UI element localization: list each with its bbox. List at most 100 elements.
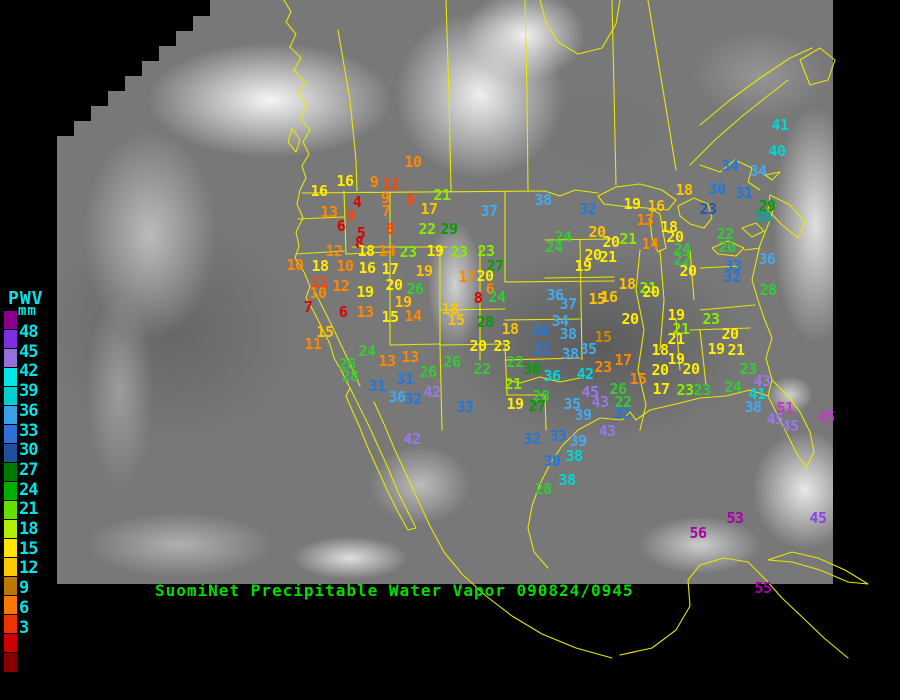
station-value: 39 — [574, 406, 592, 425]
station-value: 32 — [523, 430, 541, 449]
station-value: 21 — [639, 279, 657, 298]
station-value: 24 — [673, 240, 691, 259]
legend-value: 18 — [19, 519, 39, 539]
station-value: 5 — [356, 224, 366, 243]
station-value: 34 — [721, 157, 739, 176]
station-value: 24 — [724, 378, 742, 397]
station-value: 32 — [723, 268, 741, 287]
station-value: 10 — [286, 256, 304, 275]
station-value: 24 — [545, 238, 563, 257]
station-value: 7 — [381, 202, 391, 221]
station-value: 42 — [423, 383, 441, 402]
station-value: 28 — [476, 313, 494, 332]
station-value: 21 — [599, 248, 617, 267]
station-value: 24 — [488, 288, 506, 307]
station-value: 19 — [415, 262, 433, 281]
station-value: 45 — [817, 408, 835, 427]
station-value: 36 — [546, 286, 564, 305]
station-value: 9 — [380, 189, 390, 208]
station-value: 22 — [673, 251, 691, 270]
legend-value: 12 — [19, 558, 39, 579]
station-value: 21 — [504, 375, 522, 394]
legend-value: 24 — [19, 479, 39, 500]
station-value: 16 — [358, 259, 376, 278]
station-value: 11 — [304, 335, 322, 354]
station-value: 19 — [426, 242, 444, 261]
station-value: 15 — [629, 370, 647, 389]
station-value: 7 — [303, 298, 313, 317]
station-value: 29 — [758, 197, 776, 216]
station-value: 22 — [614, 393, 632, 412]
station-value: 33 — [456, 398, 474, 417]
station-value: 17 — [381, 260, 399, 279]
station-value: 12 — [325, 242, 343, 261]
station-value: 32 — [533, 340, 551, 359]
station-value: 18 — [618, 275, 636, 294]
station-value: 31 — [368, 377, 386, 396]
station-value: 30 — [543, 452, 561, 471]
legend-value: 36 — [19, 400, 39, 421]
station-value: 35 — [563, 395, 581, 414]
station-value: 23 — [693, 381, 711, 400]
station-value: 36 — [758, 250, 776, 269]
station-value: 15 — [594, 328, 612, 347]
station-value: 33 — [549, 427, 567, 446]
station-value: 6 — [336, 217, 346, 236]
station-value: 10 — [309, 284, 327, 303]
station-value: 23 — [594, 358, 612, 377]
station-value: 45 — [766, 410, 784, 429]
station-value: 53 — [726, 509, 744, 528]
station-value: 38 — [558, 471, 576, 490]
station-value: 30 — [531, 322, 549, 341]
legend-swatch — [3, 424, 18, 445]
legend-swatch — [3, 500, 18, 521]
station-value: 28 — [341, 367, 359, 386]
station-value: 34 — [749, 162, 767, 181]
station-value: 26 — [406, 280, 424, 299]
station-value: 16 — [600, 288, 618, 307]
station-value: 18 — [441, 300, 459, 319]
station-value: 11 — [382, 175, 400, 194]
station-value: 17 — [420, 200, 438, 219]
station-value: 26 — [609, 380, 627, 399]
legend-swatch — [3, 576, 18, 597]
station-value: 30 — [523, 360, 541, 379]
legend-value: 39 — [19, 381, 39, 402]
station-value: 20 — [721, 325, 739, 344]
station-value: 12 — [332, 277, 350, 296]
station-value: 32 — [579, 200, 597, 219]
legend-value: 21 — [19, 499, 39, 520]
legend-value: 6 — [19, 597, 29, 618]
station-value: 9 — [369, 173, 379, 192]
station-value: 23 — [739, 360, 757, 379]
station-value: 21 — [619, 230, 637, 249]
station-value: 18 — [651, 341, 669, 360]
station-value: 20 — [602, 233, 620, 252]
legend-swatch — [3, 386, 18, 407]
station-value: 21 — [672, 320, 690, 339]
station-value: 20 — [584, 246, 602, 265]
station-value: 32 — [613, 404, 631, 423]
station-value: 21 — [727, 341, 745, 360]
legend-title: PWV — [8, 288, 44, 309]
station-value: 13 — [378, 352, 396, 371]
station-value: 23 — [493, 337, 511, 356]
station-value: 15 — [381, 308, 399, 327]
station-value: 16 — [336, 172, 354, 191]
satellite-image — [57, 0, 833, 584]
station-value: 23 — [702, 310, 720, 329]
station-value: 30 — [708, 180, 726, 199]
station-value: 20 — [679, 262, 697, 281]
station-value: 20 — [682, 360, 700, 379]
station-value: 20 — [385, 276, 403, 295]
legend-swatch — [3, 557, 18, 578]
station-value: 19 — [623, 195, 641, 214]
station-value: 19 — [574, 257, 592, 276]
station-value: 38 — [534, 191, 552, 210]
legend-value: 48 — [19, 322, 39, 342]
station-value: 13 — [401, 348, 419, 367]
station-value: 42 — [576, 365, 594, 384]
station-value: 19 — [667, 350, 685, 369]
legend-value: 9 — [19, 578, 29, 599]
